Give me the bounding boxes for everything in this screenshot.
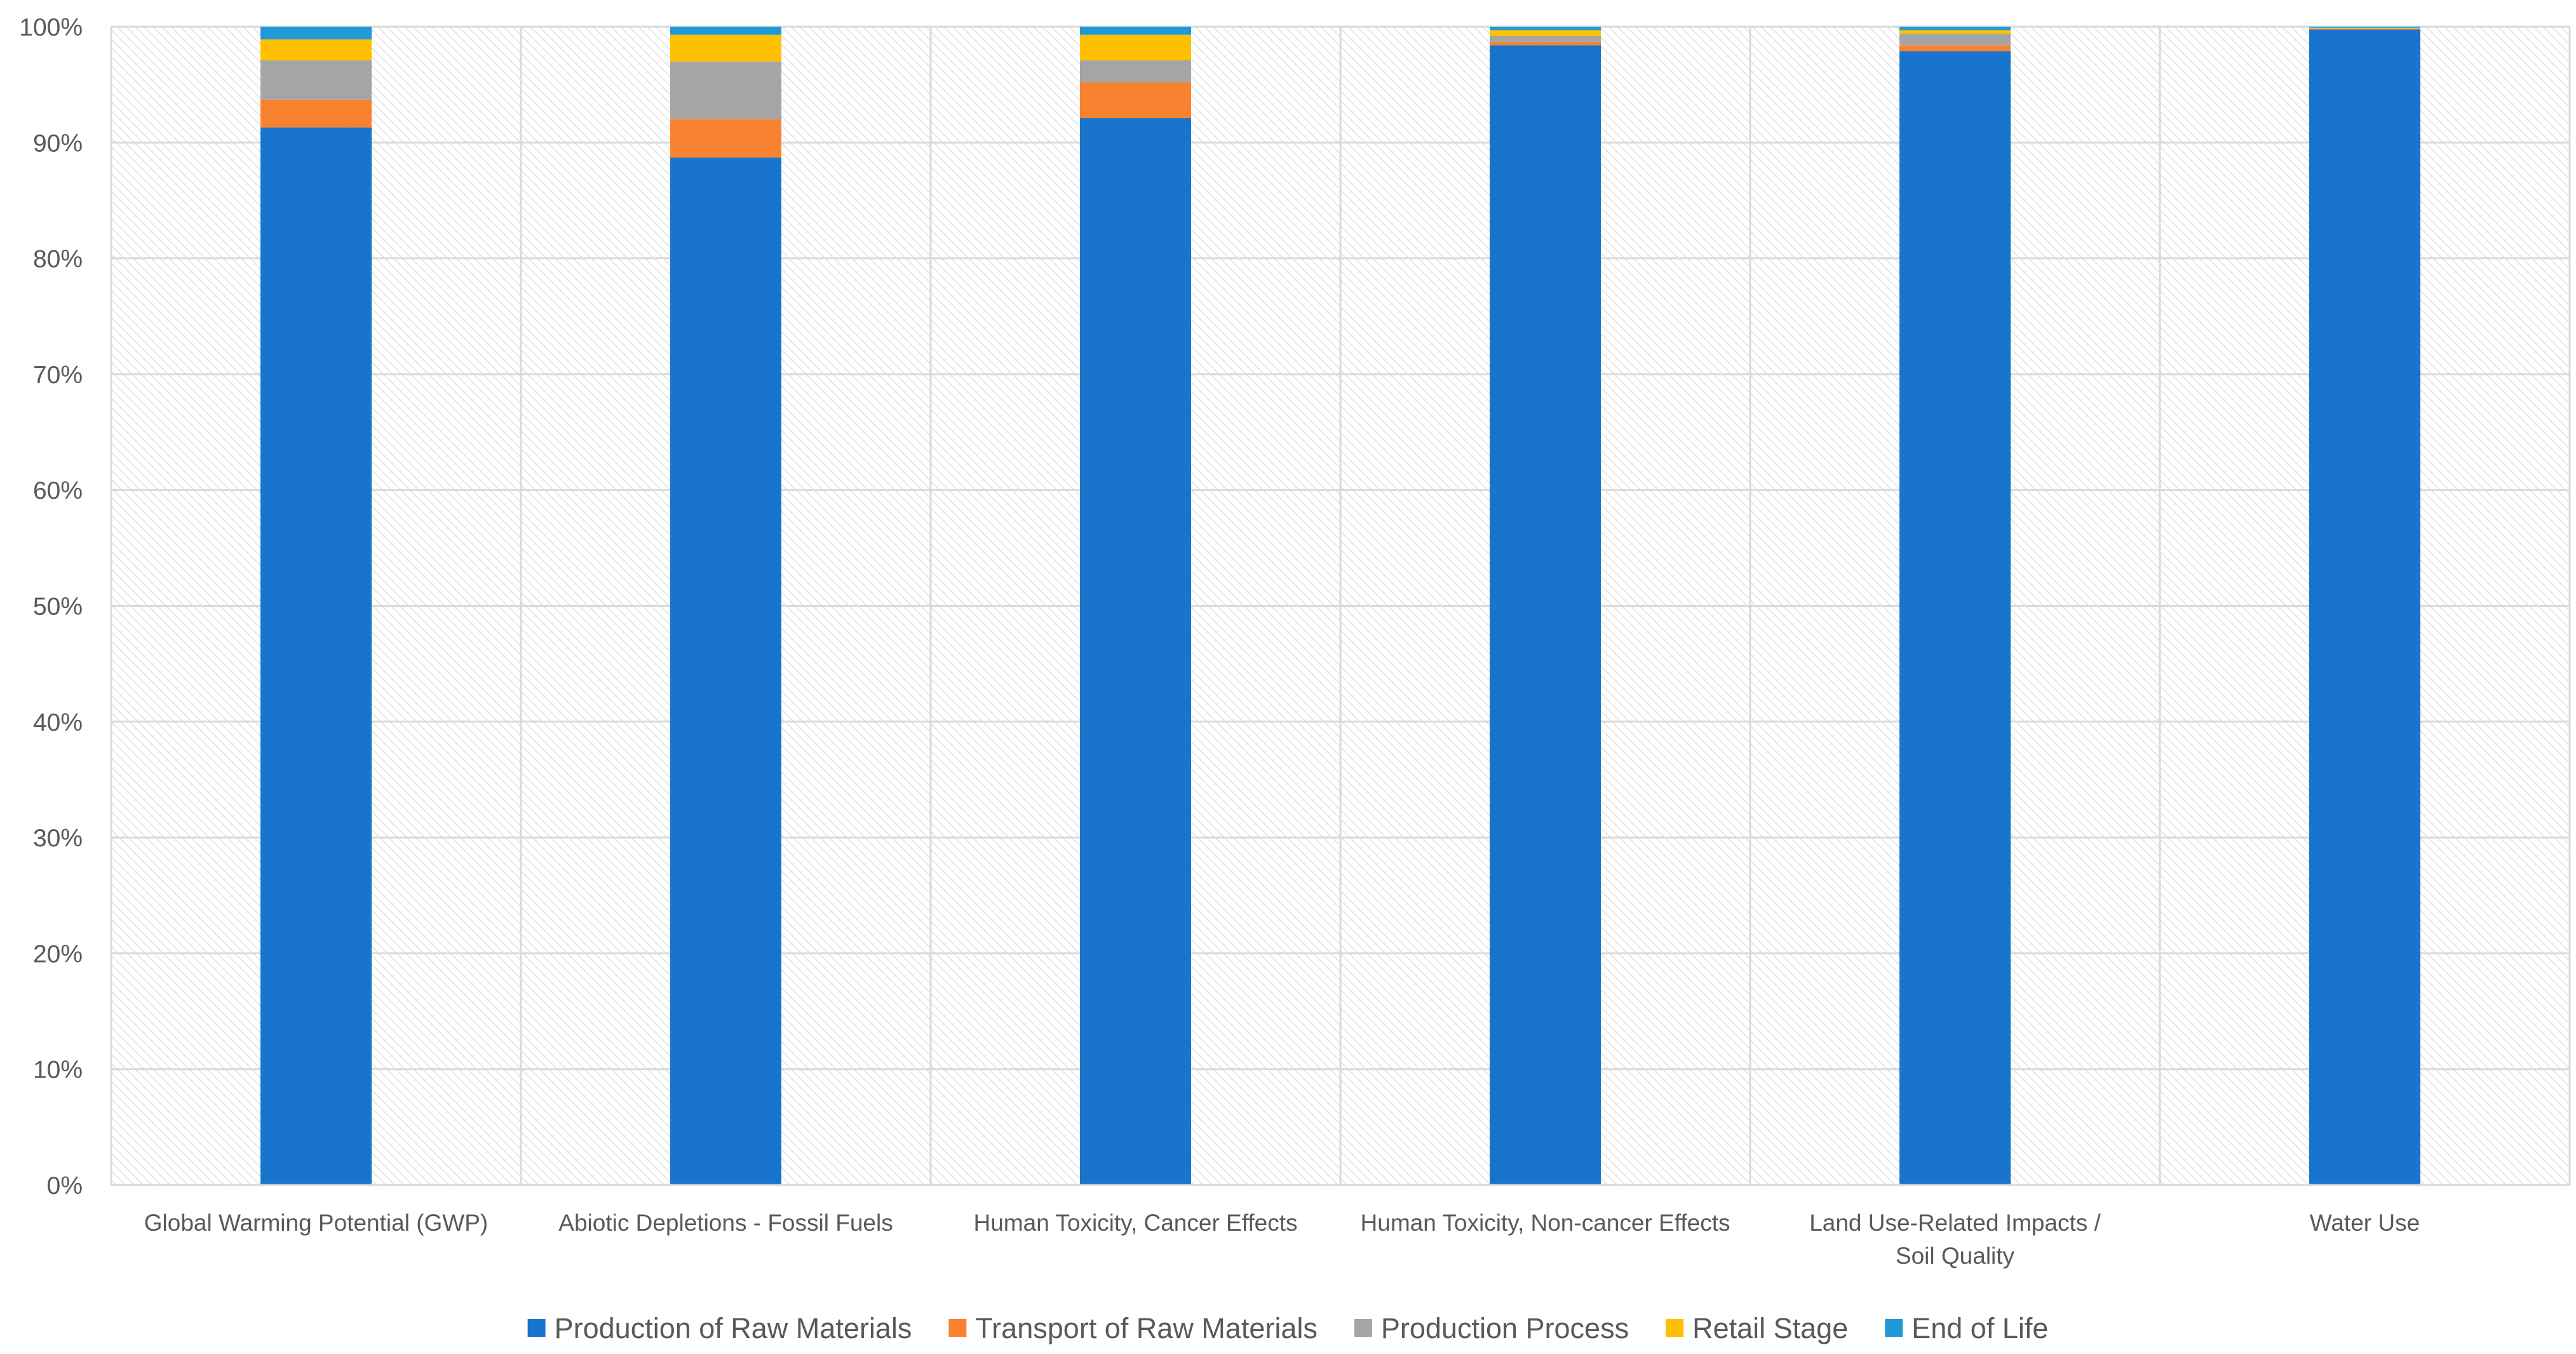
bar-segment-transport-of-raw-materials	[1080, 82, 1191, 119]
bar-segment-production-of-raw-materials	[1080, 118, 1191, 1186]
legend-item-production-process: Production Process	[1354, 1312, 1629, 1344]
y-tick-label: 90%	[33, 130, 83, 157]
x-category-label: Human Toxicity, Cancer Effects	[974, 1210, 1298, 1236]
legend-swatch	[527, 1319, 546, 1337]
legend-item-production-of-raw-materials: Production of Raw Materials	[527, 1312, 912, 1344]
bar-stack-water-use	[2309, 27, 2420, 1186]
bar-segment-retail-stage	[260, 39, 372, 60]
legend-item-retail-stage: Retail Stage	[1666, 1312, 1848, 1344]
bar-stack-human-toxicity-non-cancer-effects	[1490, 27, 1601, 1186]
legend-label: Retail Stage	[1692, 1312, 1848, 1344]
bar-segment-production-of-raw-materials	[1490, 45, 1601, 1186]
bar-segment-end-of-life	[1080, 27, 1191, 35]
bar-segment-retail-stage	[2309, 27, 2420, 29]
bar-segment-retail-stage	[1490, 30, 1601, 36]
bar-stack-abiotic-depletions-fossil-fuels	[670, 27, 781, 1185]
bar-segment-production-of-raw-materials	[1899, 51, 2011, 1186]
legend-swatch	[1354, 1319, 1372, 1337]
bar-segment-production-of-raw-materials	[260, 127, 372, 1186]
bar-segment-end-of-life	[2309, 27, 2420, 28]
y-tick-label: 60%	[33, 477, 83, 504]
bar-segment-production-process	[1080, 60, 1191, 83]
y-tick-label: 70%	[33, 362, 83, 389]
y-tick-label: 50%	[33, 593, 83, 621]
bar-segment-retail-stage	[1899, 30, 2011, 34]
x-category-label: Soil Quality	[1896, 1243, 2015, 1269]
bar-segment-production-process	[670, 61, 781, 119]
legend-swatch	[948, 1319, 967, 1337]
bar-stack-land-use-related-impacts-soil-quality	[1899, 27, 2011, 1186]
y-tick-label: 30%	[33, 825, 83, 852]
legend-label: Transport of Raw Materials	[975, 1312, 1318, 1344]
legend-swatch	[1885, 1319, 1903, 1337]
bar-segment-production-process	[1899, 33, 2011, 46]
y-tick-label: 10%	[33, 1057, 83, 1084]
x-category-label: Global Warming Potential (GWP)	[144, 1210, 488, 1236]
legend-swatch	[1666, 1319, 1684, 1337]
legend-label: Production of Raw Materials	[555, 1312, 912, 1344]
bar-segment-end-of-life	[260, 27, 372, 40]
x-category-label: Land Use-Related Impacts /	[1809, 1210, 2101, 1236]
bar-segment-end-of-life	[670, 27, 781, 35]
y-tick-label: 100%	[19, 14, 83, 41]
legend-item-end-of-life: End of Life	[1885, 1312, 2048, 1344]
y-tick-label: 80%	[33, 246, 83, 273]
bar-stack-human-toxicity-cancer-effects	[1080, 27, 1191, 1186]
bar-segment-production-process	[260, 60, 372, 100]
bar-segment-transport-of-raw-materials	[260, 99, 372, 128]
y-tick-label: 20%	[33, 940, 83, 968]
legend-label: End of Life	[1912, 1312, 2048, 1344]
bar-segment-transport-of-raw-materials	[2309, 29, 2420, 30]
bar-stack-global-warming-potential-gwp	[260, 27, 372, 1186]
bar-segment-transport-of-raw-materials	[1899, 45, 2011, 51]
x-category-label: Abiotic Depletions - Fossil Fuels	[558, 1210, 893, 1236]
bar-segment-transport-of-raw-materials	[1490, 41, 1601, 46]
bar-segment-retail-stage	[1080, 34, 1191, 60]
x-category-label: Water Use	[2310, 1210, 2420, 1236]
legend-label: Production Process	[1381, 1312, 1629, 1344]
bar-segment-transport-of-raw-materials	[670, 119, 781, 158]
x-category-label: Human Toxicity, Non-cancer Effects	[1361, 1210, 1730, 1236]
bar-segment-production-of-raw-materials	[670, 157, 781, 1185]
legend-item-transport-of-raw-materials: Transport of Raw Materials	[948, 1312, 1318, 1344]
bar-segment-end-of-life	[1899, 27, 2011, 30]
y-tick-label: 40%	[33, 709, 83, 736]
bar-segment-production-process	[1490, 36, 1601, 42]
y-tick-label: 0%	[47, 1172, 83, 1200]
bar-segment-retail-stage	[670, 34, 781, 62]
bar-segment-end-of-life	[1490, 27, 1601, 30]
bar-segment-production-of-raw-materials	[2309, 29, 2420, 1186]
